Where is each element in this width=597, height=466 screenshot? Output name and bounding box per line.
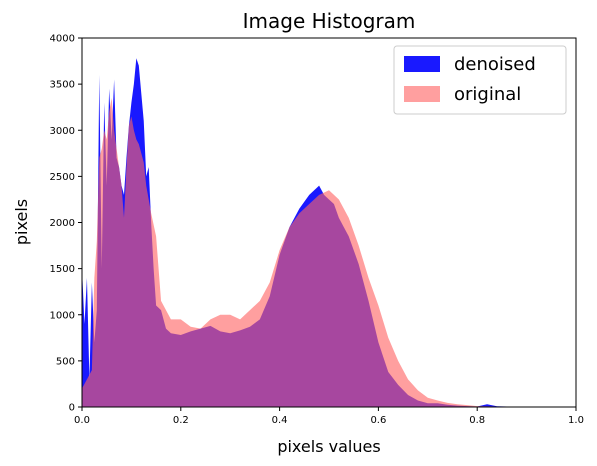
plot-area — [82, 58, 576, 408]
x-tick-label: 1.0 — [568, 415, 584, 426]
y-axis-label: pixels — [12, 199, 31, 245]
y-tick-label: 0 — [69, 403, 75, 414]
x-axis-label: pixels values — [277, 437, 380, 456]
legend-label-denoised: denoised — [454, 54, 536, 75]
y-tick-label: 3000 — [50, 126, 75, 137]
x-tick-label: 0.4 — [272, 415, 288, 426]
legend: denoised original — [393, 45, 567, 115]
y-tick-label: 1000 — [50, 310, 75, 321]
x-tick-label: 0.6 — [370, 415, 386, 426]
y-tick-label: 3500 — [50, 80, 75, 91]
y-tick-label: 1500 — [50, 264, 75, 275]
y-tick-label: 4000 — [50, 34, 75, 45]
series-area-original — [82, 97, 576, 408]
legend-swatch-original — [404, 86, 440, 102]
y-tick-label: 500 — [56, 356, 75, 367]
chart-title: Image Histogram — [243, 9, 416, 33]
legend-swatch-denoised — [404, 56, 440, 72]
x-tick-label: 0.0 — [74, 415, 90, 426]
y-tick-label: 2000 — [50, 218, 75, 229]
x-tick-label: 0.2 — [173, 415, 189, 426]
y-tick-label: 2500 — [50, 172, 75, 183]
axes: 0.0 0.2 0.4 0.6 0.8 1.0 0 500 1000 1500 2000 2500 30… — [50, 34, 584, 427]
legend-label-original: original — [454, 84, 521, 105]
x-tick-label: 0.8 — [469, 415, 485, 426]
